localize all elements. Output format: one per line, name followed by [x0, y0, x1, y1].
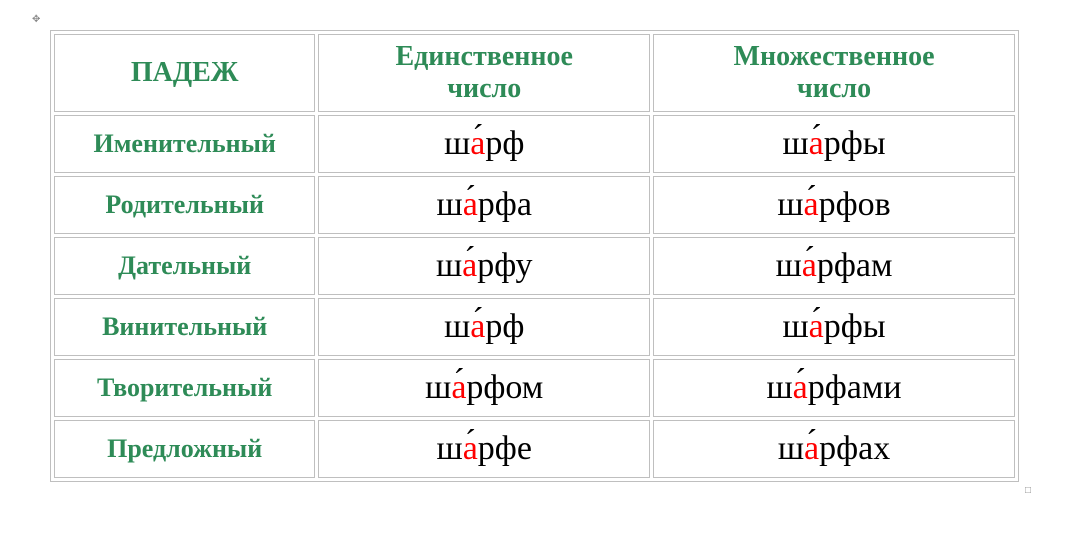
word-pre: ш	[782, 125, 808, 162]
singular-word: шарфа	[318, 176, 650, 234]
word-post: рфами	[808, 369, 902, 406]
word-post: рфам	[817, 247, 893, 284]
word-accent: а	[804, 430, 819, 467]
declension-table-container: ✥ ПАДЕЖ Единственное число Множественное…	[50, 30, 1019, 482]
word-post: рфах	[819, 430, 890, 467]
case-name: Винительный	[54, 298, 315, 356]
header-plural: Множественное число	[653, 34, 1015, 112]
header-case-label: ПАДЕЖ	[131, 57, 239, 88]
plural-word: шарфы	[653, 298, 1015, 356]
case-name: Дательный	[54, 237, 315, 295]
word-pre: ш	[778, 430, 804, 467]
header-case: ПАДЕЖ	[54, 34, 315, 112]
word-pre: ш	[777, 186, 803, 223]
word-pre: ш	[436, 247, 462, 284]
word-post: рфом	[466, 369, 543, 406]
word-pre: ш	[766, 369, 792, 406]
word-accent: а	[463, 430, 478, 467]
word-accent: а	[451, 369, 466, 406]
word-pre: ш	[437, 186, 463, 223]
case-name: Творительный	[54, 359, 315, 417]
word-pre: ш	[425, 369, 451, 406]
word-accent: а	[470, 125, 485, 162]
plural-word: шарфами	[653, 359, 1015, 417]
word-accent: а	[804, 186, 819, 223]
singular-word: шарфом	[318, 359, 650, 417]
word-post: рфов	[819, 186, 891, 223]
table-row: Винительный шарф шарфы	[54, 298, 1015, 356]
word-pre: ш	[444, 308, 470, 345]
singular-word: шарфу	[318, 237, 650, 295]
word-accent: а	[463, 186, 478, 223]
case-name: Родительный	[54, 176, 315, 234]
word-pre: ш	[444, 125, 470, 162]
word-post: рфа	[478, 186, 532, 223]
declension-table: ПАДЕЖ Единственное число Множественное ч…	[50, 30, 1019, 482]
word-post: рфе	[478, 430, 532, 467]
header-singular-line2: число	[447, 73, 521, 104]
plural-word: шарфы	[653, 115, 1015, 173]
word-accent: а	[470, 308, 485, 345]
header-singular: Единственное число	[318, 34, 650, 112]
plural-word: шарфам	[653, 237, 1015, 295]
table-anchor-bottomright: □	[1025, 485, 1031, 496]
table-header-row: ПАДЕЖ Единственное число Множественное ч…	[54, 34, 1015, 112]
word-accent: а	[802, 247, 817, 284]
case-name: Предложный	[54, 420, 315, 478]
word-post: рфы	[824, 125, 886, 162]
plural-word: шарфах	[653, 420, 1015, 478]
table-row: Дательный шарфу шарфам	[54, 237, 1015, 295]
table-row: Творительный шарфом шарфами	[54, 359, 1015, 417]
case-name: Именительный	[54, 115, 315, 173]
singular-word: шарф	[318, 115, 650, 173]
word-accent: а	[809, 125, 824, 162]
header-plural-line2: число	[797, 73, 871, 104]
word-pre: ш	[782, 308, 808, 345]
word-accent: а	[793, 369, 808, 406]
word-accent: а	[809, 308, 824, 345]
word-post: рф	[485, 125, 524, 162]
plural-word: шарфов	[653, 176, 1015, 234]
singular-word: шарф	[318, 298, 650, 356]
table-row: Именительный шарф шарфы	[54, 115, 1015, 173]
singular-word: шарфе	[318, 420, 650, 478]
word-accent: а	[462, 247, 477, 284]
header-singular-line1: Единственное	[395, 41, 573, 72]
table-row: Предложный шарфе шарфах	[54, 420, 1015, 478]
word-post: рфы	[824, 308, 886, 345]
header-plural-line1: Множественное	[734, 41, 935, 72]
word-post: рф	[485, 308, 524, 345]
table-row: Родительный шарфа шарфов	[54, 176, 1015, 234]
table-anchor-topleft: ✥	[32, 14, 40, 25]
word-post: рфу	[477, 247, 532, 284]
word-pre: ш	[437, 430, 463, 467]
word-pre: ш	[776, 247, 802, 284]
